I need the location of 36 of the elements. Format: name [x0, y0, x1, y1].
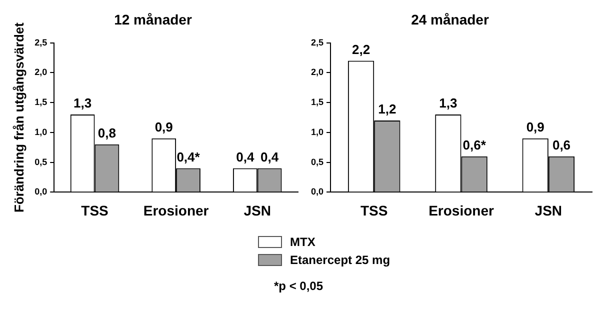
y-tick-label: 0,5 [34, 156, 48, 167]
chart-title: 12 månader [114, 11, 192, 28]
x-tick-label: TSS [360, 202, 388, 218]
text: MTX [290, 235, 316, 249]
y-tick-label: 2,5 [310, 37, 324, 48]
data-label: 0,8 [98, 125, 116, 140]
y-tick-label: 2,0 [34, 67, 48, 78]
data-label: 2,2 [352, 42, 370, 57]
y-tick-label: 1,0 [34, 126, 48, 137]
y-axis-title: Förändring från utgångsvärdet [11, 22, 26, 212]
y-tick-label: 2,5 [34, 37, 48, 48]
x-tick-label: JSN [244, 202, 271, 218]
y-tick-label: 1,0 [310, 126, 324, 137]
x-tick-label: Erosioner [143, 202, 210, 218]
data-label: 1,2 [378, 102, 396, 117]
legend-label: Etanercept 25 mg [290, 253, 390, 267]
data-label: 0,6* [462, 137, 487, 152]
y-tick-label: 1,5 [310, 97, 324, 108]
data-label: 0,4 [236, 149, 255, 164]
y-tick-label: 0,0 [34, 186, 48, 197]
x-tick-label: TSS [81, 202, 108, 218]
chart-title: 24 månader [411, 11, 490, 28]
y-tick-label: 1,5 [34, 97, 48, 108]
y-tick-label: 0,0 [310, 186, 324, 197]
y-tick-label: 0,5 [310, 156, 324, 167]
x-tick-label: Erosioner [428, 202, 494, 218]
data-label: 1,3 [439, 96, 458, 111]
data-label: 0,6 [552, 137, 571, 152]
y-tick-label: 2,0 [310, 67, 324, 78]
data-label: 1,3 [74, 96, 92, 111]
data-label: 0,9 [154, 119, 173, 134]
x-tick-label: JSN [534, 202, 562, 218]
data-label: 0,4* [176, 149, 201, 164]
data-label: 0,9 [526, 119, 544, 134]
text: *p < 0,05 [274, 279, 324, 293]
data-label: 0,4 [260, 149, 280, 164]
